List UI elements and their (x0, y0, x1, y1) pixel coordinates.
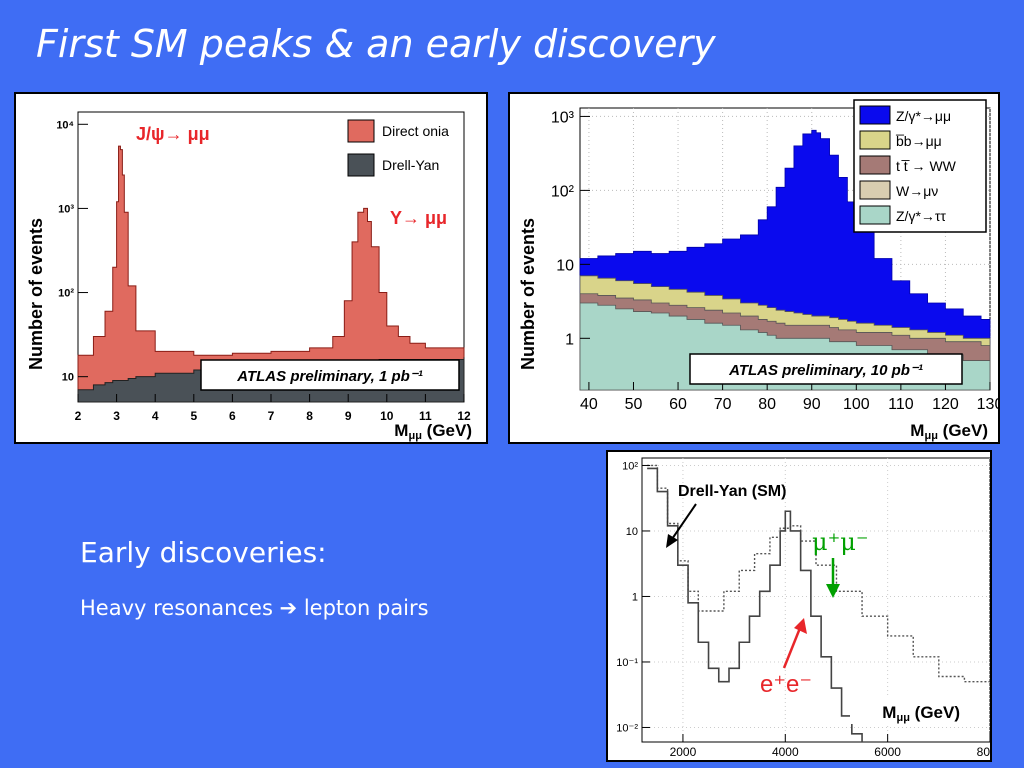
y-tick-label: 10⁴ (56, 119, 74, 131)
y-tick-label: 10³ (551, 109, 575, 126)
x-tick-label: 8 (306, 409, 313, 423)
x-tick-label: 130 (977, 396, 998, 413)
direct-onia-area (77, 145, 465, 403)
ee-annotation: e⁺e⁻ (760, 671, 812, 698)
x-tick-label: 2 (75, 409, 82, 423)
drell-yan-arrow (669, 503, 697, 543)
legend-swatch (859, 105, 891, 125)
y-tick-label: 10 (626, 526, 638, 538)
y-tick-label: 10⁻² (616, 722, 638, 734)
y-tick-label: 10² (58, 288, 74, 300)
x-tick-label: 40 (580, 396, 598, 413)
x-tick-label: 8000 (977, 745, 990, 759)
ee-arrow (782, 627, 802, 669)
x-tick-label: 60 (669, 396, 687, 413)
x-tick-label: 4 (152, 409, 159, 423)
y-tick-label: 10² (622, 460, 638, 472)
legend-label: b̅b→μμ (895, 133, 942, 149)
x-axis-label: Mμμ (GeV) (882, 703, 960, 724)
z-chart-panel: 40506070809010011012013011010²10³ Number… (508, 92, 1000, 444)
resonance-chart-panel: 2000 4000 6000 8000 10⁻² 10⁻¹ 1 10 10² Drell-Yan… (606, 450, 992, 762)
legend-swatch (859, 180, 891, 200)
legend-swatch (859, 205, 891, 225)
x-tick-label: 70 (714, 396, 732, 413)
x-tick-label: 6000 (874, 745, 901, 759)
legend-swatch (347, 119, 375, 143)
x-tick-label: 11 (419, 409, 432, 423)
x-tick-label: 90 (803, 396, 821, 413)
legend-label: Direct onia (382, 123, 449, 139)
legend-label: Drell-Yan (382, 157, 439, 173)
y-tick-label: 10⁻¹ (616, 657, 638, 669)
legend-label: t t̅ → WW (896, 158, 957, 174)
slide-title: First SM peaks & an early discovery (36, 22, 716, 66)
drell-yan-arrowhead (666, 534, 678, 548)
legend-swatch (859, 155, 891, 175)
y-tick-label: 10 (556, 257, 574, 274)
y-tick-label: 1 (565, 331, 574, 348)
x-axis-label: Mμμ (GeV) (910, 421, 988, 442)
drell-yan-annotation: Drell-Yan (SM) (678, 483, 786, 500)
y-tick-label: 1 (632, 591, 638, 603)
x-tick-label: 120 (932, 396, 959, 413)
y-axis-label: Number of events (26, 218, 46, 370)
x-tick-label: 80 (758, 396, 776, 413)
heavy-resonances-text: Heavy resonances ➔ lepton pairs (80, 596, 429, 620)
x-tick-label: 9 (345, 409, 352, 423)
atlas-label-2: ATLAS preliminary, 10 pb⁻¹ (728, 362, 923, 379)
x-tick-label: 10 (380, 409, 394, 423)
y-tick-label: 10³ (58, 203, 74, 215)
legend-swatch (347, 153, 375, 177)
x-tick-label: 7 (268, 409, 275, 423)
jpsi-annotation: J/ψ→ μμ (136, 124, 210, 144)
x-tick-label: 12 (457, 409, 471, 423)
x-tick-label: 110 (888, 396, 914, 413)
atlas-label-1: ATLAS preliminary, 1 pb⁻¹ (236, 368, 422, 385)
x-tick-label: 6 (229, 409, 236, 423)
legend-label: Z/γ*→μμ (896, 108, 951, 124)
early-discoveries-heading: Early discoveries: (80, 536, 327, 569)
legend-label: Z/γ*→ττ (896, 208, 946, 224)
legend-swatch (859, 130, 891, 150)
onia-chart-panel: 2 3 4 5 6 7 8 9 10 11 12 10 10² 10³ 10⁴ Number of even… (14, 92, 488, 444)
onia-chart: 2 3 4 5 6 7 8 9 10 11 12 10 10² 10³ 10⁴ Number of even… (26, 111, 472, 442)
ee-line (647, 467, 863, 742)
x-tick-label: 50 (625, 396, 643, 413)
x-tick-label: 5 (190, 409, 197, 423)
mumu-annotation: μ⁺μ⁻ (812, 528, 869, 556)
x-tick-label: 2000 (670, 745, 697, 759)
y-axis-label: Number of events (518, 218, 538, 370)
x-axis-label: Mμμ (GeV) (394, 421, 472, 442)
ee-arrowhead (794, 618, 807, 634)
y-tick-label: 10² (551, 183, 575, 200)
mumu-arrowhead (826, 584, 840, 598)
y-tick-label: 10 (62, 372, 74, 384)
x-tick-label: 3 (113, 409, 120, 423)
upsilon-annotation: Υ→ μμ (390, 208, 447, 228)
x-tick-label: 100 (843, 396, 870, 413)
resonance-chart: 2000 4000 6000 8000 10⁻² 10⁻¹ 1 10 10² Drell-Yan… (616, 457, 990, 759)
legend-label: W→μν (896, 183, 938, 199)
z-chart: 40506070809010011012013011010²10³ Number… (518, 99, 998, 442)
x-tick-label: 4000 (772, 745, 799, 759)
